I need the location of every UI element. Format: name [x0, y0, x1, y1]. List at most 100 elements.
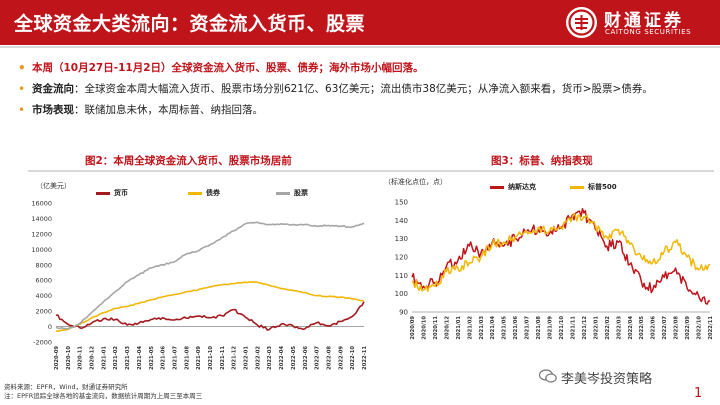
- wechat-watermark: 李美岑投资策略: [539, 368, 719, 387]
- x-tick-label: 2021/08: [536, 316, 542, 340]
- data-note: 注：EPFR追踪全球各地的基金流向，数据统计周期为上周三至本周三: [4, 392, 203, 400]
- fund-flow-unit-label: （亿美元）: [36, 182, 71, 190]
- x-tick-label: 2022/09: [685, 316, 691, 340]
- legend-label-sp500: 标普500: [588, 183, 617, 191]
- slide-title: 全球资金大类流向：资金流入货币、股票: [14, 13, 366, 35]
- y-tick-label: 110: [395, 272, 408, 280]
- company-logo: 财通证券 CAITONG SECURITIES: [566, 5, 716, 40]
- x-tick-label: 2021/04: [490, 316, 496, 340]
- x-tick-label: 2022-10: [350, 346, 356, 370]
- legend-label-equity: 股票: [294, 189, 308, 197]
- legend-swatch-equity: [276, 192, 290, 195]
- x-tick-label: 2020/09: [410, 316, 416, 340]
- x-tick-label: 2020/12: [444, 316, 450, 340]
- x-tick-label: 2021/12: [582, 316, 588, 340]
- x-tick-label: 2022-01: [244, 346, 250, 370]
- x-tick-label: 2021-06: [161, 346, 167, 370]
- x-tick-label: 2021/07: [525, 316, 531, 340]
- x-tick-label: 2022-04: [279, 346, 285, 370]
- x-tick-label: 2021/05: [502, 316, 508, 340]
- bullet-market-performance: • 市场表现：联储加息未休，本周标普、纳指回落。: [18, 100, 708, 121]
- bullet-text: ：联储加息未休，本周标普、纳指回落。: [74, 104, 263, 116]
- x-tick-label: 2022/01: [593, 316, 599, 340]
- source-note: 资料来源：EPFR，Wind，财通证券研究所: [4, 383, 128, 391]
- bullet-dot-icon: •: [18, 61, 26, 75]
- legend-label-bond: 债券: [206, 189, 220, 197]
- index-unit-label: （标准化点位，点）: [384, 178, 447, 186]
- legend-swatch-money: [96, 192, 110, 195]
- x-tick-label: 2021-07: [172, 346, 178, 370]
- x-tick-label: 2021/02: [467, 316, 473, 340]
- wechat-icon: [539, 369, 557, 383]
- x-tick-label: 2021-05: [149, 346, 155, 370]
- x-tick-label: 2021-02: [113, 346, 119, 370]
- y-tick-label: 4000: [35, 292, 52, 300]
- x-tick-label: 2021-09: [196, 346, 202, 370]
- y-tick-label: 140: [395, 217, 408, 225]
- x-tick-label: 2020/10: [421, 316, 427, 340]
- y-tick-label: 100: [395, 290, 408, 298]
- y-tick-label: 8000: [35, 261, 52, 269]
- x-tick-label: 2022-06: [303, 346, 309, 370]
- figure-3-title: 图3：标普、纳指表现: [491, 155, 593, 167]
- y-tick-label: 12000: [31, 230, 52, 238]
- x-tick-label: 2021-01: [101, 346, 107, 370]
- y-tick-label: 150: [395, 199, 408, 207]
- legend-swatch-bond: [188, 192, 202, 195]
- watermark-text: 李美岑投资策略: [561, 372, 653, 387]
- x-tick-label: 2021/10: [559, 316, 565, 340]
- x-tick-label: 2022-02: [255, 346, 261, 370]
- logo-english-name: CAITONG SECURITIES: [605, 28, 692, 36]
- x-tick-label: 2022/06: [651, 316, 657, 340]
- x-tick-label: 2022/07: [662, 316, 668, 340]
- fund-flow-line-chart: -2000 0 2000 4000 6000 8000 10000 12000 14000 160…: [31, 200, 368, 370]
- y-tick-label: 90: [399, 309, 408, 317]
- x-tick-label: 2020-12: [90, 346, 96, 370]
- legend-swatch-sp500: [570, 186, 584, 189]
- x-tick-label: 2020-09: [54, 346, 60, 370]
- y-tick-label: 130: [395, 235, 408, 243]
- x-tick-label: 2020/11: [433, 316, 439, 340]
- x-tick-label: 2021-10: [208, 346, 214, 370]
- y-tick-label: 0: [48, 323, 52, 331]
- x-tick-label: 2022/04: [628, 316, 634, 340]
- figure-2-title: 图2：本周全球资金流入货币、股票市场居前: [85, 155, 292, 167]
- bullet-fund-flow: • 资金流向：全球资金本周大幅流入货币、股票市场分别621亿、63亿美元；流出债…: [18, 79, 708, 100]
- x-tick-label: 2021-11: [220, 346, 226, 370]
- x-tick-label: 2021-04: [137, 346, 143, 370]
- x-tick-label: 2021-03: [125, 346, 131, 370]
- x-tick-label: 2022-03: [267, 346, 273, 370]
- bullet-dot-icon: •: [18, 103, 26, 117]
- bullet-label: 市场表现: [32, 104, 74, 116]
- index-line-chart: 90 100 110 120 130 140 150 2020/09 2020/10 2020/1…: [395, 199, 714, 340]
- series-line-2: [55, 221, 365, 330]
- figure-2-divider: [28, 170, 384, 172]
- x-tick-label: 2021/11: [570, 316, 576, 340]
- x-tick-label: 2022-11: [362, 346, 368, 370]
- legend-swatch-nasdaq: [490, 186, 504, 189]
- series-line-0: [411, 207, 711, 305]
- logo-chinese-name: 财通证券: [604, 11, 684, 31]
- fund-flow-legend: 货币 债券 股票: [96, 188, 326, 200]
- y-tick-label: 10000: [31, 246, 52, 254]
- y-tick-label: 2000: [35, 308, 52, 316]
- x-tick-label: 2022/10: [697, 316, 703, 340]
- y-tick-label: 6000: [35, 277, 52, 285]
- bullet-dot-icon: •: [18, 82, 26, 96]
- x-tick-label: 2020-10: [66, 346, 72, 370]
- summary-bullets: • 本周（10月27日-11月2日）全球资金流入货币、股票、债券；海外市场小幅回…: [18, 58, 708, 121]
- page-number: 1: [694, 386, 703, 401]
- y-tick-label: 14000: [31, 215, 52, 223]
- bullet-text: ：全球资金本周大幅流入货币、股票市场分别621亿、63亿美元；流出债市38亿美元…: [74, 83, 653, 95]
- x-tick-label: 2021-08: [184, 346, 190, 370]
- bullet-text: 本周（10月27日-11月2日）全球资金流入货币、股票、债券；海外市场小幅回落。: [32, 62, 424, 74]
- x-tick-label: 2022/05: [639, 316, 645, 340]
- footnotes: 资料来源：EPFR，Wind，财通证券研究所 注：EPFR追踪全球各地的基金流向…: [4, 383, 202, 401]
- x-tick-label: 2022/02: [605, 316, 611, 340]
- legend-label-nasdaq: 纳斯达克: [508, 183, 536, 191]
- series-line-1: [55, 281, 365, 332]
- x-tick-label: 2022/11: [708, 316, 714, 340]
- series-line-0: [55, 301, 365, 331]
- legend-label-money: 货币: [114, 189, 128, 197]
- x-tick-label: 2022-08: [326, 346, 332, 370]
